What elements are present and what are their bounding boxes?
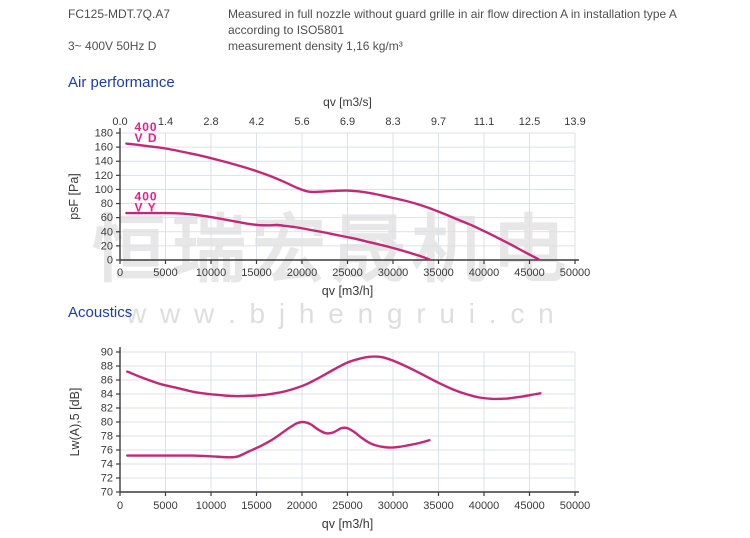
- acoustics-chart: 70 72 74 76 78 80 82 84 86 88 90 0 5000 10000 15000 200…: [68, 347, 591, 532]
- y-tick-label: 78: [101, 431, 113, 443]
- y-tick-label: 70: [101, 487, 113, 499]
- x-top-tick-label: 2.8: [203, 116, 218, 128]
- y-tick-label: 90: [101, 347, 113, 359]
- x-top-tick-label: 0.0: [112, 116, 127, 128]
- x-tick-label: 20000: [287, 267, 318, 279]
- y-tick-label: 0: [107, 255, 113, 267]
- measurement-note: Measured in full nozzle without guard gr…: [228, 7, 677, 37]
- x-tick-label: 50000: [560, 500, 591, 512]
- y-tick-label: 140: [95, 156, 113, 168]
- x-top-tick-label: 1.4: [158, 116, 173, 128]
- density-note: measurement density 1,16 kg/m³: [228, 39, 403, 53]
- y-tick-label: 100: [95, 184, 113, 196]
- y-tick-label: 120: [95, 170, 113, 182]
- x-tick-label: 25000: [332, 267, 363, 279]
- y-tick-label: 80: [101, 417, 113, 429]
- air-performance-title: Air performance: [68, 74, 175, 91]
- y-tick-label: 160: [95, 142, 113, 154]
- x-top-tick-label: 9.7: [431, 116, 446, 128]
- x-tick-label: 45000: [514, 500, 545, 512]
- x-tick-label: 10000: [196, 267, 227, 279]
- x-tick-label: 40000: [469, 267, 500, 279]
- y-tick-label: 40: [101, 226, 113, 238]
- watermark-url-text: w w w . b j h e n g r u i . c n: [126, 298, 557, 329]
- series-label: 400: [135, 120, 158, 134]
- y-tick-label: 84: [101, 389, 113, 401]
- y-tick-label: 76: [101, 445, 113, 457]
- x-top-tick-label: 12.5: [519, 116, 540, 128]
- watermark-chinese-text: 恒瑞宏晟机电: [92, 208, 572, 291]
- curve-400-v-y: [125, 211, 431, 261]
- x-top-tick-label: 13.9: [564, 116, 585, 128]
- x-tick-label: 0: [117, 267, 123, 279]
- curve-series-1: [126, 420, 431, 459]
- x-tick-label: 45000: [514, 267, 545, 279]
- x-tick-label: 0: [117, 500, 123, 512]
- x-top-tick-label: 11.1: [474, 116, 495, 128]
- air-performance-chart: 0 20 40 60 80 100 120 140 160 180 0 5000 10000 15000 2…: [67, 95, 591, 298]
- x-tick-label: 5000: [153, 500, 177, 512]
- y-axis-title: Lw(A),5 [dB]: [68, 388, 82, 457]
- x-tick-label: 30000: [378, 267, 409, 279]
- x-axis-title: qv [m3/h]: [322, 284, 373, 298]
- y-tick-label: 20: [101, 240, 113, 252]
- y-tick-label: 82: [101, 403, 113, 415]
- x-tick-label: 40000: [469, 500, 500, 512]
- curve-400-v-d: [125, 142, 540, 261]
- y-tick-label: 88: [101, 361, 113, 373]
- voltage-spec: 3~ 400V 50Hz D: [68, 39, 157, 53]
- x-tick-label: 50000: [560, 267, 591, 279]
- x-tick-label: 15000: [241, 500, 272, 512]
- x-tick-label: 35000: [423, 267, 454, 279]
- x-tick-label: 25000: [332, 500, 363, 512]
- x-top-tick-label: 6.9: [340, 116, 355, 128]
- x-tick-label: 20000: [287, 500, 318, 512]
- series-label: 400: [135, 190, 158, 204]
- y-tick-label: 60: [101, 212, 113, 224]
- x-tick-label: 15000: [241, 267, 272, 279]
- y-tick-label: 86: [101, 375, 113, 387]
- x-tick-label: 35000: [423, 500, 454, 512]
- y-tick-label: 180: [95, 128, 113, 140]
- x-tick-label: 30000: [378, 500, 409, 512]
- model-number: FC125-MDT.7Q.A7: [68, 7, 171, 21]
- x-top-tick-label: 5.6: [294, 116, 309, 128]
- x-tick-label: 5000: [153, 267, 177, 279]
- y-axis-title: psF [Pa]: [67, 173, 81, 220]
- x-top-tick-label: 4.2: [249, 116, 264, 128]
- x-axis-top-title: qv [m3/s]: [323, 95, 372, 109]
- x-axis-title: qv [m3/h]: [322, 517, 373, 531]
- y-tick-label: 74: [101, 459, 113, 471]
- x-top-tick-label: 8.3: [385, 116, 400, 128]
- series-label: V D: [135, 131, 158, 145]
- y-tick-label: 72: [101, 473, 113, 485]
- curve-series-0: [126, 355, 542, 401]
- y-tick-label: 80: [101, 198, 113, 210]
- series-label: V Y: [135, 201, 157, 215]
- x-tick-label: 10000: [196, 500, 227, 512]
- acoustics-title: Acoustics: [68, 304, 133, 321]
